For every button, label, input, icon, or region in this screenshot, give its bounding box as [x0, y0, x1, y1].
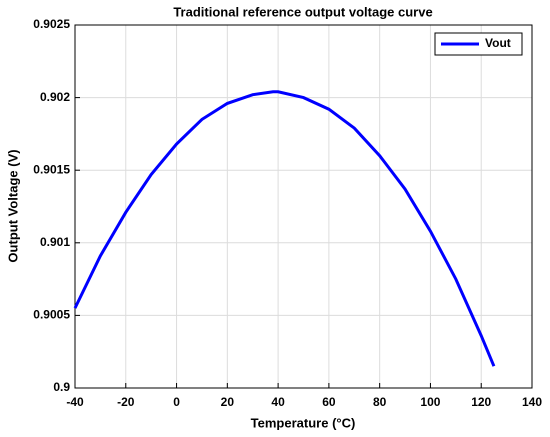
x-tick-label: 140 [522, 395, 542, 409]
x-tick-label: -20 [117, 395, 135, 409]
legend-label: Vout [485, 36, 511, 50]
x-tick-label: 100 [420, 395, 440, 409]
x-tick-label: -40 [66, 395, 84, 409]
x-tick-label: 80 [373, 395, 387, 409]
chart-title: Traditional reference output voltage cur… [173, 4, 432, 19]
x-axis-label: Temperature (°C) [251, 415, 356, 430]
y-tick-label: 0.9015 [33, 162, 70, 176]
legend: Vout [434, 32, 523, 56]
y-tick-label: 0.901 [40, 235, 70, 249]
y-tick-label: 0.9005 [33, 308, 70, 322]
x-tick-label: 60 [322, 395, 336, 409]
line-series [73, 90, 496, 367]
y-tick-label: 0.9025 [33, 17, 70, 31]
plot-frame [74, 24, 533, 389]
x-tick-label: 40 [271, 395, 285, 409]
y-axis-label: Output Voltage (V) [5, 149, 20, 262]
x-tick-label: 0 [173, 395, 180, 409]
x-tick-label: 20 [221, 395, 235, 409]
y-tick-label: 0.9 [53, 380, 70, 394]
y-tick-label: 0.902 [40, 90, 70, 104]
x-tick-label: 120 [471, 395, 491, 409]
